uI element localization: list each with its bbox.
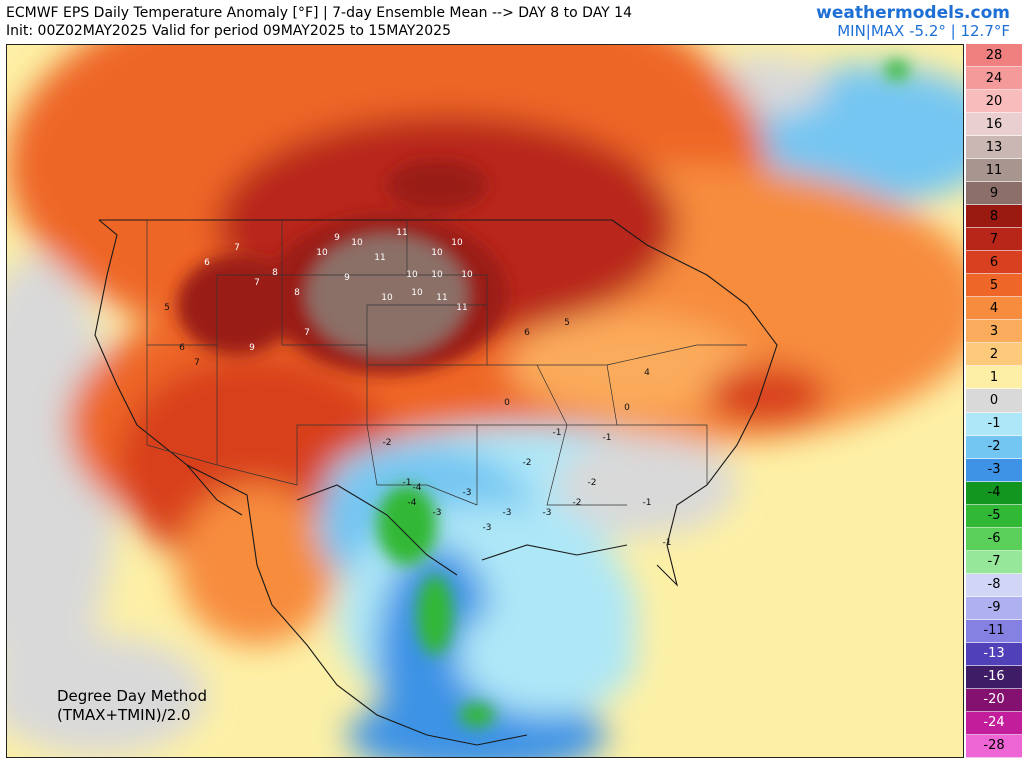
map-subtitle: Init: 00Z02MAY2025 Valid for period 09MA… — [6, 23, 451, 39]
anomaly-label: -2 — [573, 498, 582, 508]
anomaly-label: -1 — [603, 433, 612, 443]
anomaly-label: 5 — [164, 303, 170, 313]
legend-cell: -20 — [966, 688, 1022, 712]
anomaly-map: 9 10 10 11 10 10 11 10 10 10 10 11 10 11… — [6, 44, 964, 758]
legend-cell: 16 — [966, 113, 1022, 137]
anomaly-label: 11 — [374, 253, 385, 263]
anomaly-label: -1 — [643, 498, 652, 508]
anomaly-label: 8 — [294, 288, 300, 298]
anomaly-label: 11 — [436, 293, 447, 303]
anomaly-label: 6 — [204, 258, 210, 268]
legend-cell: 8 — [966, 205, 1022, 229]
brand-link[interactable]: weathermodels.com — [816, 3, 1010, 23]
legend-cell: -2 — [966, 435, 1022, 459]
anomaly-label: -3 — [433, 508, 442, 518]
legend-cell: 4 — [966, 297, 1022, 321]
legend-cell: -5 — [966, 504, 1022, 528]
anomaly-label: -2 — [383, 438, 392, 448]
legend-cell: 9 — [966, 182, 1022, 206]
anomaly-label: 4 — [644, 368, 650, 378]
map-title: ECMWF EPS Daily Temperature Anomaly [°F]… — [6, 5, 633, 21]
anomaly-label: 10 — [351, 238, 363, 248]
legend-cell: 2 — [966, 343, 1022, 367]
anomaly-label: -1 — [663, 538, 672, 548]
min-max-readout: MIN|MAX -5.2° | 12.7°F — [837, 22, 1010, 40]
legend-cell: 5 — [966, 274, 1022, 298]
legend-cell: -4 — [966, 481, 1022, 505]
legend-cell: -11 — [966, 619, 1022, 643]
anomaly-label: -3 — [483, 523, 492, 533]
anomaly-label: 9 — [344, 273, 350, 283]
anomaly-label: -1 — [553, 428, 562, 438]
anomaly-label: 0 — [624, 403, 630, 413]
anomaly-label: -3 — [543, 508, 552, 518]
legend-cell: 6 — [966, 251, 1022, 275]
anomaly-label: 0 — [504, 398, 510, 408]
legend-cell: -8 — [966, 573, 1022, 597]
legend-cell: -16 — [966, 665, 1022, 689]
method-line-2: (TMAX+TMIN)/2.0 — [57, 706, 191, 724]
anomaly-label: 10 — [451, 238, 463, 248]
anomaly-label: -4 — [408, 498, 417, 508]
anomaly-label: -4 — [413, 483, 422, 493]
map-canvas: 9 10 10 11 10 10 11 10 10 10 10 11 10 11… — [7, 45, 963, 757]
anomaly-label: 11 — [456, 303, 467, 313]
legend-cell: -24 — [966, 711, 1022, 735]
legend-cell: 13 — [966, 136, 1022, 160]
anomaly-label: 7 — [234, 243, 240, 253]
legend-cell: -1 — [966, 412, 1022, 436]
header: ECMWF EPS Daily Temperature Anomaly [°F]… — [0, 0, 1024, 44]
anomaly-label: 7 — [254, 278, 260, 288]
legend-cell: 24 — [966, 67, 1022, 91]
anomaly-label: 9 — [334, 233, 340, 243]
legend-cell: 28 — [966, 44, 1022, 68]
anomaly-label: 10 — [406, 270, 418, 280]
legend-cell: -9 — [966, 596, 1022, 620]
anomaly-label: 8 — [272, 268, 278, 278]
anomaly-label: 6 — [179, 343, 185, 353]
anomaly-label: 10 — [316, 248, 328, 258]
legend-cell: -7 — [966, 550, 1022, 574]
anomaly-label: 10 — [431, 270, 443, 280]
legend-cell: 0 — [966, 389, 1022, 413]
color-legend: 28 24 20 16 13 11 9 8 7 6 5 4 3 2 1 0 -1 -2 -3 -4 -5 -6 -7 -8 -9… — [966, 44, 1022, 758]
country-borders — [94, 219, 778, 746]
anomaly-label: 5 — [564, 318, 570, 328]
anomaly-label: 10 — [461, 270, 473, 280]
anomaly-label: -1 — [403, 478, 412, 488]
legend-cell: 1 — [966, 366, 1022, 390]
anomaly-label: 11 — [396, 228, 407, 238]
anomaly-label: 10 — [411, 288, 423, 298]
anomaly-label: 6 — [524, 328, 530, 338]
anomaly-label: 7 — [304, 328, 310, 338]
anomaly-label: -2 — [523, 458, 532, 468]
anomaly-label: -3 — [503, 508, 512, 518]
anomaly-label: 9 — [249, 343, 255, 353]
legend-cell: 7 — [966, 228, 1022, 252]
legend-cell: -3 — [966, 458, 1022, 482]
state-borders — [146, 220, 747, 506]
legend-cell: 20 — [966, 90, 1022, 114]
anomaly-label: -3 — [463, 488, 472, 498]
legend-cell: 11 — [966, 159, 1022, 183]
method-line-1: Degree Day Method — [57, 687, 208, 705]
legend-cell: -28 — [966, 734, 1022, 758]
legend-cell: -13 — [966, 642, 1022, 666]
anomaly-label: -2 — [588, 478, 597, 488]
anomaly-label: 10 — [431, 248, 443, 258]
anomaly-label: 10 — [381, 293, 393, 303]
anomaly-label: 7 — [194, 358, 200, 368]
legend-cell: -6 — [966, 527, 1022, 551]
legend-cell: 3 — [966, 320, 1022, 344]
